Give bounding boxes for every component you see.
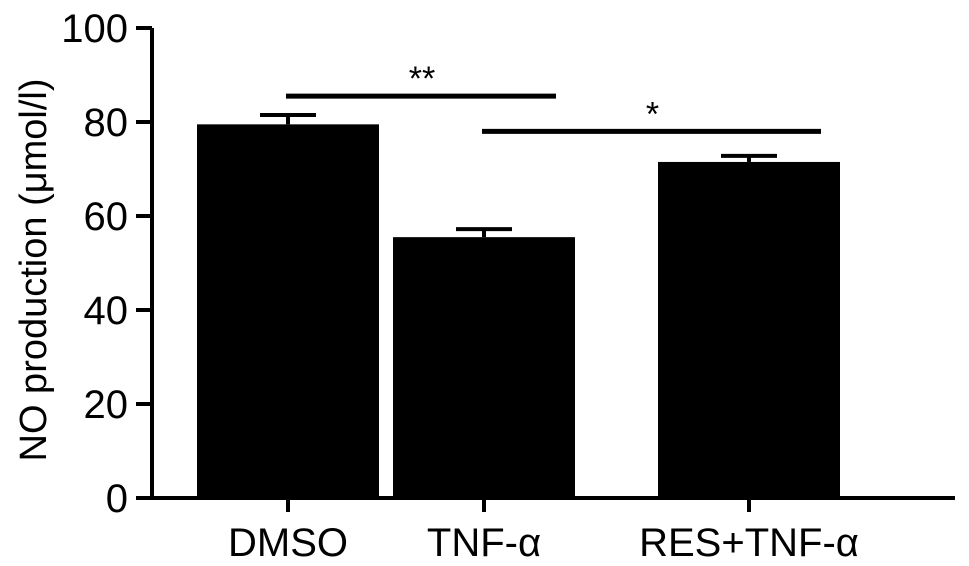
plot-area: *** <box>197 60 840 498</box>
bar <box>393 237 575 498</box>
x-tick-label: TNF-α <box>427 521 541 565</box>
x-tick-label: DMSO <box>228 521 348 565</box>
y-tick-label: 40 <box>84 289 129 333</box>
y-tick-label: 20 <box>84 383 129 427</box>
y-axis: 0 20 40 60 80 100 <box>61 7 154 521</box>
significance-label: ** <box>409 60 435 98</box>
y-tick-label: 60 <box>84 195 129 239</box>
y-tick-label: 0 <box>106 477 128 521</box>
significance-label: * <box>646 95 659 133</box>
x-tick-label: RES+TNF-α <box>639 521 859 565</box>
bar <box>197 124 379 498</box>
y-tick-label: 100 <box>61 7 128 51</box>
bar <box>658 161 840 498</box>
y-tick-label: 80 <box>84 101 129 145</box>
x-axis: DMSO TNF-α RES+TNF-α <box>150 496 955 565</box>
y-axis-title: NO production (μmol/l) <box>13 78 55 461</box>
